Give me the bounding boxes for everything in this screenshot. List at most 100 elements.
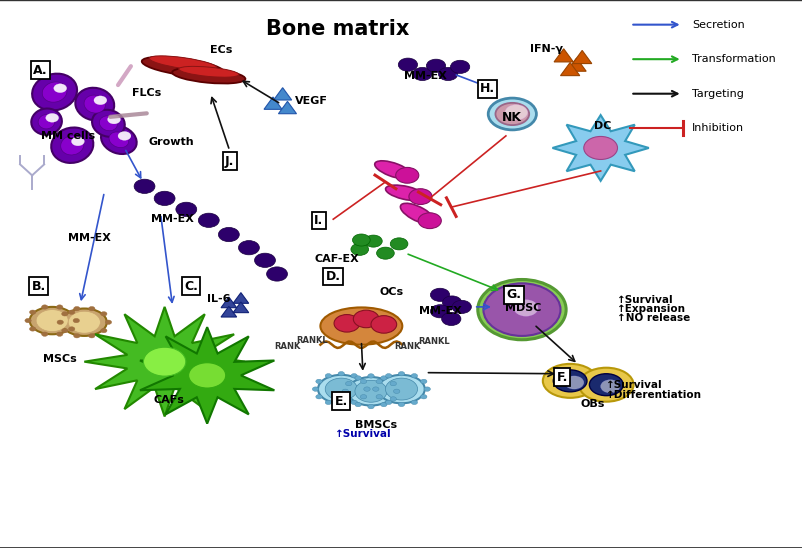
Text: MDSC: MDSC — [504, 303, 541, 313]
Ellipse shape — [488, 98, 536, 130]
Circle shape — [395, 168, 419, 183]
Text: ↑Differentiation: ↑Differentiation — [606, 390, 702, 399]
Circle shape — [354, 376, 361, 380]
Ellipse shape — [589, 374, 622, 396]
Text: DC: DC — [593, 121, 610, 131]
Ellipse shape — [51, 128, 93, 163]
Circle shape — [423, 387, 430, 391]
Circle shape — [144, 347, 185, 376]
Circle shape — [352, 234, 370, 246]
Text: D.: D. — [326, 270, 340, 283]
Circle shape — [94, 96, 107, 105]
Circle shape — [430, 305, 449, 318]
Circle shape — [188, 363, 225, 388]
Circle shape — [134, 179, 155, 193]
Circle shape — [42, 305, 48, 309]
Circle shape — [218, 227, 239, 242]
Circle shape — [390, 381, 396, 386]
Text: FLCs: FLCs — [132, 88, 160, 98]
Circle shape — [385, 378, 417, 400]
Circle shape — [68, 327, 75, 331]
Circle shape — [74, 306, 80, 311]
Circle shape — [600, 380, 619, 393]
Text: Growth: Growth — [148, 138, 193, 147]
Circle shape — [483, 283, 560, 336]
Circle shape — [315, 379, 322, 384]
Circle shape — [390, 238, 407, 250]
Circle shape — [338, 372, 344, 376]
Circle shape — [68, 311, 100, 333]
Circle shape — [393, 389, 399, 393]
Polygon shape — [560, 62, 579, 76]
Circle shape — [345, 381, 351, 386]
Circle shape — [350, 400, 357, 404]
Circle shape — [107, 115, 120, 124]
Polygon shape — [84, 307, 245, 416]
Circle shape — [390, 397, 396, 401]
Text: ↑Survival: ↑Survival — [334, 429, 391, 439]
Circle shape — [105, 320, 111, 324]
Ellipse shape — [99, 116, 117, 131]
Circle shape — [325, 400, 331, 404]
Polygon shape — [566, 58, 585, 71]
Ellipse shape — [92, 110, 124, 137]
Circle shape — [353, 310, 379, 328]
Text: F.: F. — [556, 370, 567, 384]
Circle shape — [360, 379, 367, 384]
Text: RANK: RANK — [274, 342, 300, 351]
Ellipse shape — [179, 66, 238, 77]
Ellipse shape — [553, 370, 586, 392]
Circle shape — [398, 58, 417, 71]
Circle shape — [30, 327, 36, 331]
Circle shape — [364, 235, 382, 247]
Circle shape — [430, 288, 449, 301]
Text: E.: E. — [334, 395, 347, 408]
Ellipse shape — [109, 132, 128, 147]
Text: IFN-γ: IFN-γ — [529, 44, 562, 54]
Circle shape — [452, 300, 471, 313]
Circle shape — [442, 296, 461, 309]
Circle shape — [376, 247, 394, 259]
Text: MM-EX: MM-EX — [418, 306, 461, 316]
Polygon shape — [221, 306, 237, 317]
Circle shape — [420, 379, 427, 384]
Text: B.: B. — [31, 279, 46, 293]
Circle shape — [426, 59, 445, 72]
Ellipse shape — [84, 95, 105, 113]
Circle shape — [176, 202, 196, 216]
Text: MM-EX: MM-EX — [403, 71, 447, 81]
Circle shape — [367, 374, 374, 378]
Ellipse shape — [30, 307, 75, 334]
Ellipse shape — [318, 375, 364, 403]
Circle shape — [564, 376, 583, 389]
Text: RANK: RANK — [394, 342, 419, 351]
Circle shape — [88, 306, 95, 311]
Text: H.: H. — [480, 82, 494, 95]
Polygon shape — [273, 88, 291, 100]
Circle shape — [408, 189, 431, 204]
Circle shape — [411, 400, 417, 404]
Ellipse shape — [495, 103, 529, 125]
Text: C.: C. — [184, 279, 198, 293]
Circle shape — [360, 395, 367, 399]
Ellipse shape — [75, 88, 114, 121]
Circle shape — [354, 380, 387, 402]
Ellipse shape — [375, 161, 411, 179]
Circle shape — [36, 310, 68, 332]
Text: VEGF: VEGF — [294, 96, 327, 106]
Circle shape — [57, 320, 63, 324]
Circle shape — [238, 241, 259, 255]
Ellipse shape — [400, 203, 434, 224]
Circle shape — [504, 105, 527, 120]
Text: NK: NK — [501, 111, 520, 124]
Circle shape — [450, 60, 469, 73]
Circle shape — [363, 387, 370, 391]
Circle shape — [73, 318, 79, 323]
Ellipse shape — [385, 185, 425, 201]
Circle shape — [312, 387, 318, 391]
Circle shape — [477, 279, 565, 340]
Circle shape — [372, 387, 379, 391]
Polygon shape — [552, 115, 648, 181]
Circle shape — [100, 328, 107, 333]
Circle shape — [583, 136, 617, 159]
